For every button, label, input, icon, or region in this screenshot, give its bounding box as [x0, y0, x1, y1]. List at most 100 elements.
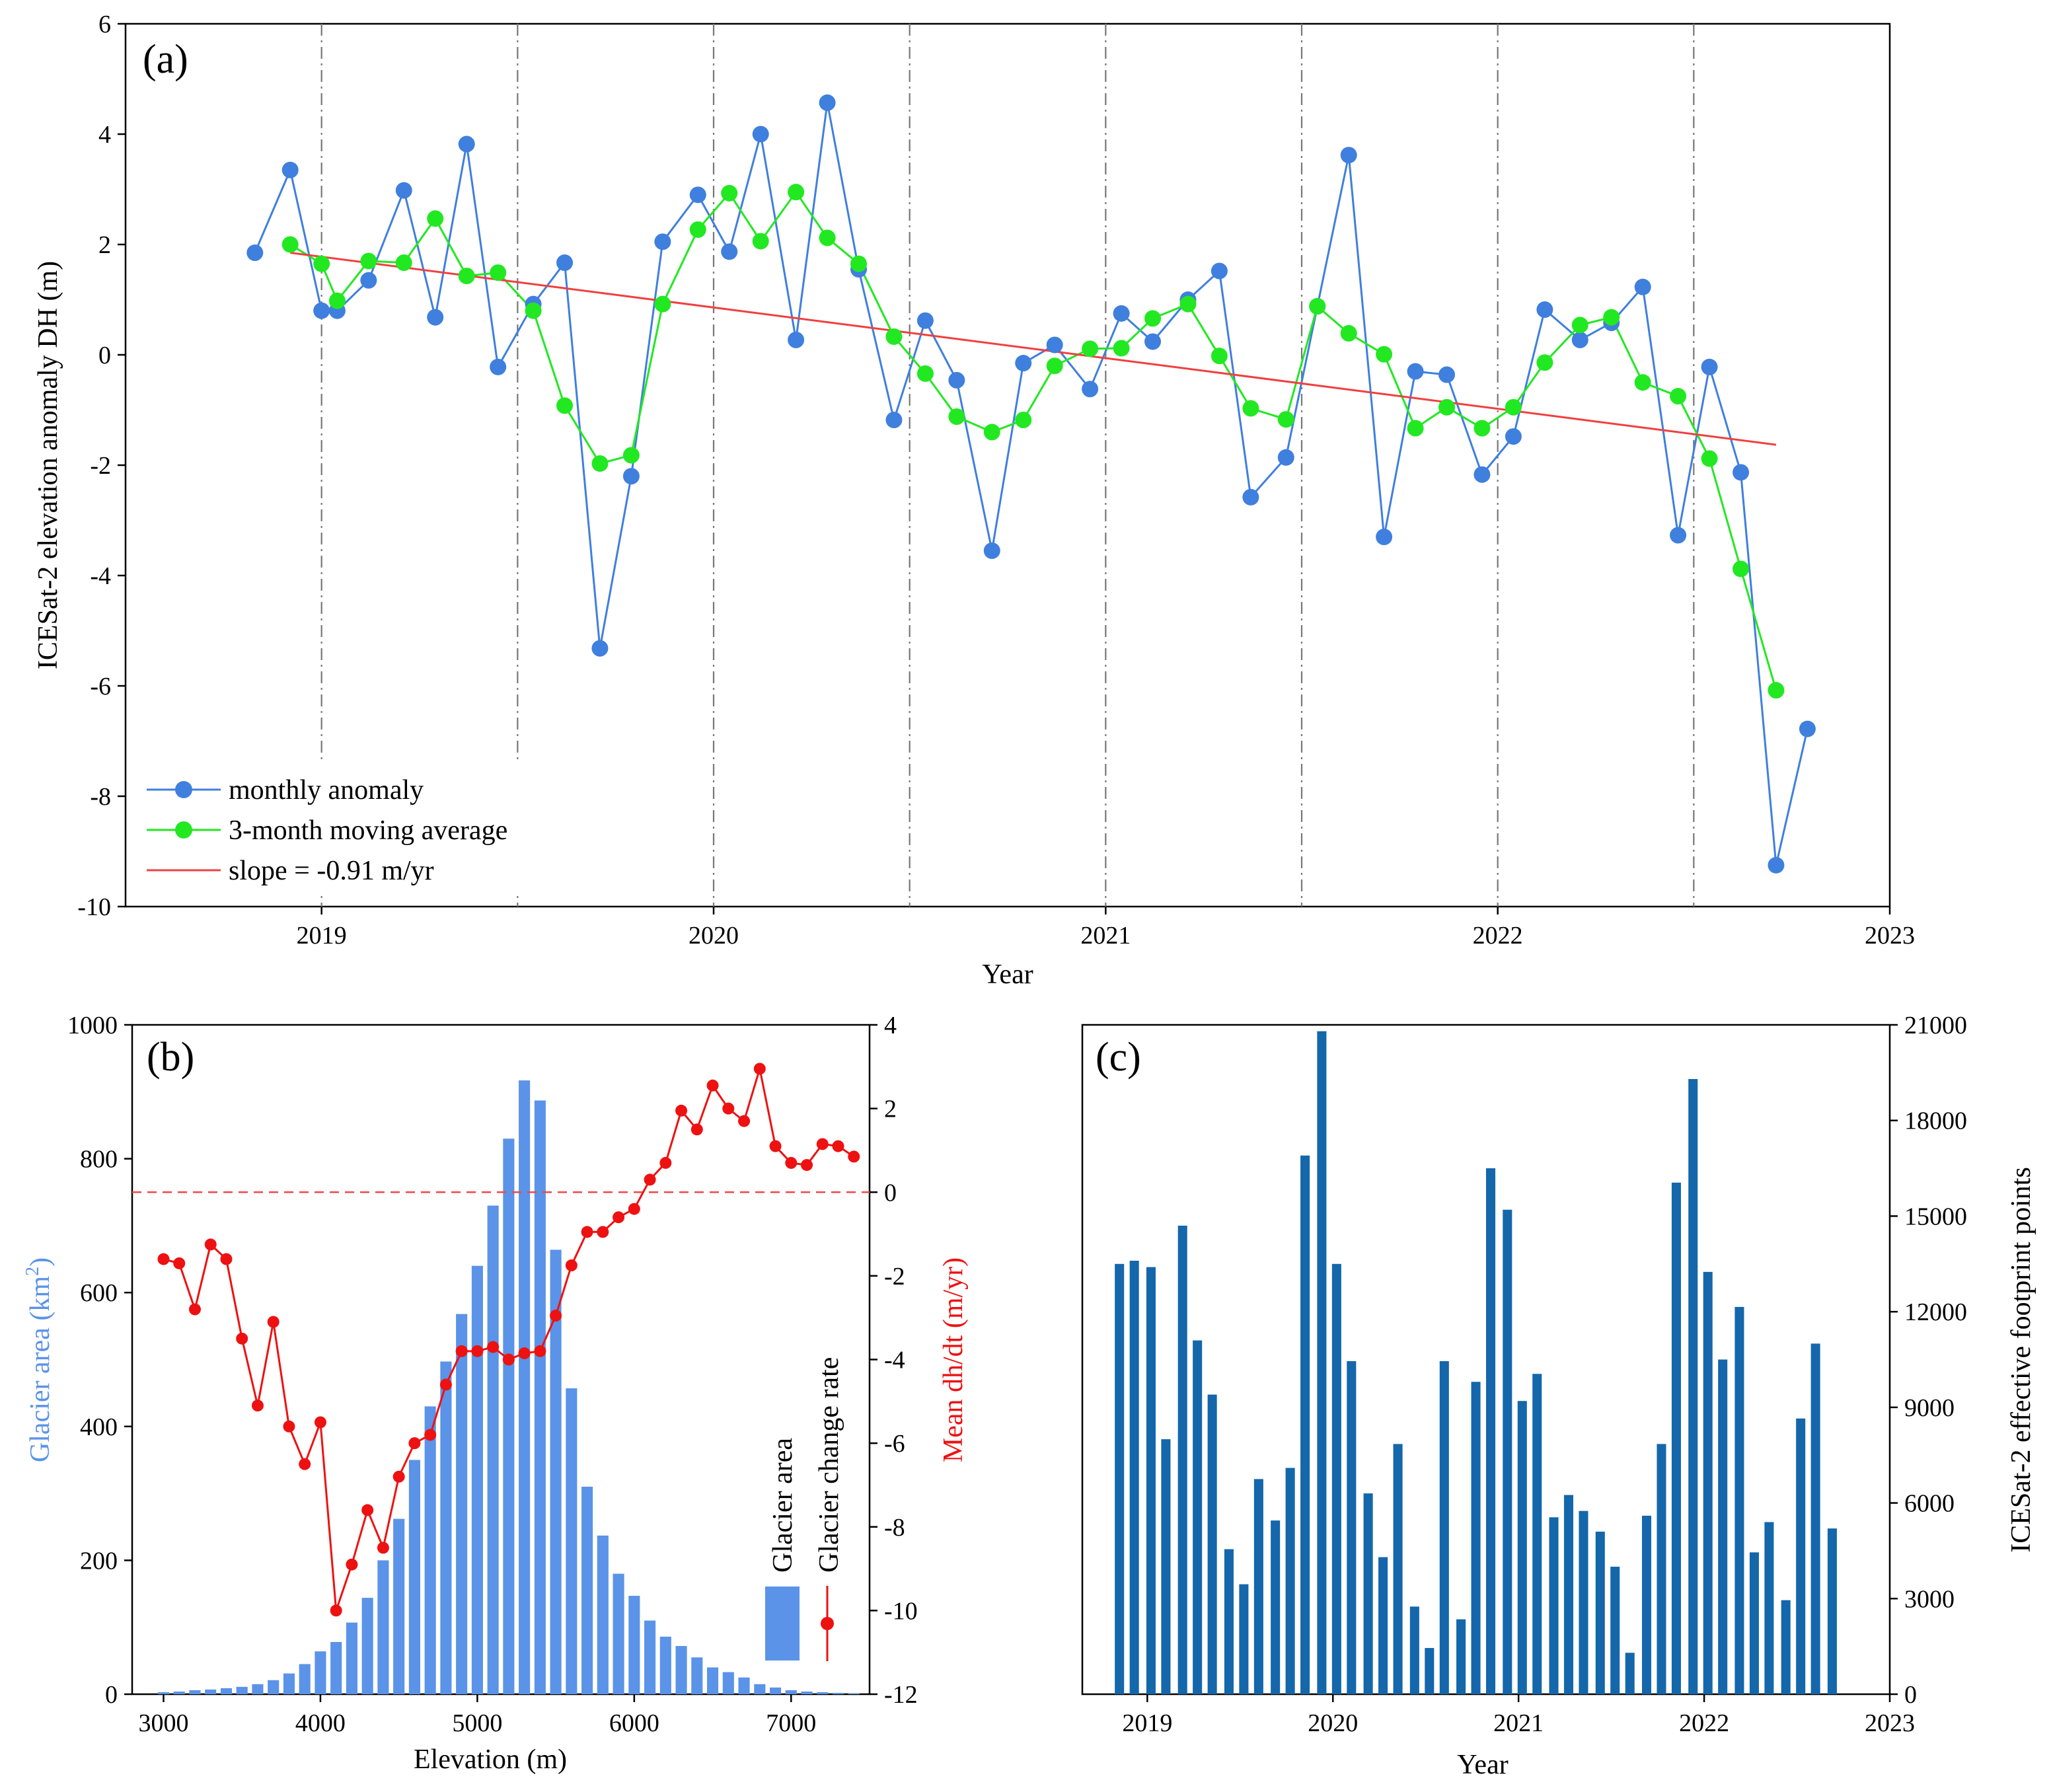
glacier-area-bar	[613, 1573, 624, 1694]
moving-average-point	[983, 424, 1000, 441]
footprint-bar	[1471, 1382, 1481, 1694]
panel-b: 0 200 400 600 800 1000 -12 -10 -8 -6 -4 -2 0 2 4 3000 40…	[22, 1012, 969, 1775]
left-y-tick-label-1: 200	[80, 1547, 118, 1575]
glacier-area-bar	[754, 1684, 766, 1694]
panel-b-ylabel-left-end: )	[25, 1257, 56, 1267]
monthly-anomaly-point	[1634, 278, 1651, 295]
change-rate-point	[565, 1259, 578, 1272]
footprint-bar	[1503, 1209, 1512, 1694]
panel-b-legend: Glacier area Glacier change rate	[765, 1357, 844, 1661]
change-rate-point	[644, 1174, 656, 1186]
monthly-anomaly-point	[1340, 147, 1357, 164]
monthly-anomaly-point	[819, 94, 836, 111]
x-tick-label-3: 2022	[1473, 922, 1523, 950]
change-rate-point	[377, 1542, 389, 1554]
glacier-area-bar	[440, 1361, 452, 1694]
change-rate-point	[518, 1347, 531, 1360]
panel-b-area-bars	[157, 1080, 860, 1694]
monthly-anomaly-point	[1799, 720, 1816, 737]
legend-label-moving-average: 3-month moving average	[229, 815, 507, 846]
legend-marker-monthly	[175, 781, 192, 798]
monthly-anomaly-point	[788, 331, 805, 348]
x-tick-label-1: 2020	[689, 922, 739, 950]
panel-b-ylabel-right: Mean dh/dt (m/yr)	[938, 1257, 969, 1462]
monthly-anomaly-point	[752, 126, 769, 143]
change-rate-point	[832, 1140, 844, 1152]
footprint-bar	[1517, 1401, 1527, 1694]
change-rate-point	[659, 1156, 672, 1169]
x-tick-label-0: 2019	[297, 922, 347, 950]
footprint-bar	[1641, 1515, 1652, 1694]
footprint-bar	[1734, 1306, 1744, 1694]
legend-marker-change-rate	[821, 1617, 834, 1630]
monthly-anomaly-point	[556, 254, 574, 272]
panel-c-ylabel: ICESat-2 effective footprint points	[2006, 1167, 2036, 1553]
footprint-bar	[1439, 1361, 1449, 1694]
glacier-area-bar	[534, 1100, 546, 1694]
panel-b-xlabel: Elevation (m)	[414, 1744, 567, 1775]
moving-average-point	[360, 252, 377, 270]
y-tick-label-1: 3000	[1904, 1585, 1955, 1613]
glacier-area-bar	[691, 1657, 703, 1694]
footprint-bar	[1456, 1619, 1466, 1694]
footprint-bar	[1331, 1263, 1341, 1694]
panel-a-xlabel: Year	[982, 959, 1033, 990]
change-rate-point	[346, 1558, 358, 1571]
change-rate-point	[236, 1332, 248, 1345]
moving-average-point	[1211, 348, 1228, 365]
glacier-area-bar	[173, 1691, 185, 1694]
legend-swatch-glacier-area	[765, 1587, 800, 1661]
glacier-area-bar	[566, 1388, 578, 1694]
footprint-bar	[1317, 1031, 1327, 1694]
footprint-bar	[1239, 1584, 1249, 1694]
change-rate-point	[173, 1257, 186, 1269]
monthly-anomaly-point	[1015, 355, 1032, 372]
glacier-area-bar	[550, 1250, 562, 1694]
y-tick-label-1: -8	[90, 783, 111, 811]
change-rate-point	[534, 1345, 546, 1357]
monthly-anomaly-point	[948, 371, 965, 389]
moving-average-point	[281, 236, 299, 253]
glacier-area-bar	[424, 1406, 436, 1694]
moving-average-point	[885, 328, 903, 345]
moving-average-point	[916, 365, 934, 382]
glacier-area-bar	[817, 1692, 829, 1694]
footprint-bar	[1409, 1606, 1419, 1694]
monthly-anomaly-point	[1144, 333, 1162, 350]
moving-average-point	[948, 408, 965, 426]
x-tick-label-4: 7000	[766, 1709, 816, 1737]
legend-label-slope: slope = -0.91 m/yr	[229, 856, 434, 886]
right-y-tick-label-0: -12	[884, 1681, 918, 1709]
change-rate-point	[439, 1378, 452, 1391]
monthly-anomaly-point	[1438, 366, 1456, 383]
monthly-anomaly-point	[427, 309, 444, 326]
monthly-anomaly-point	[885, 412, 903, 429]
footprint-bar	[1749, 1552, 1759, 1694]
monthly-anomaly-point	[1670, 527, 1687, 544]
panel-a-year-separators	[320, 24, 1695, 907]
monthly-anomaly-point	[1082, 381, 1099, 398]
panel-b-frame	[131, 1024, 871, 1696]
change-rate-point	[816, 1138, 829, 1150]
glacier-area-bar	[393, 1518, 405, 1694]
y-tick-label-7: 4	[98, 121, 111, 149]
panel-c-label: (c)	[1096, 1035, 1141, 1080]
glacier-area-bar	[236, 1686, 248, 1694]
moving-average-point	[427, 210, 444, 227]
change-rate-point	[204, 1238, 217, 1251]
monthly-anomaly-point	[1505, 428, 1522, 445]
footprint-bar	[1718, 1359, 1728, 1694]
change-rate-point	[581, 1226, 593, 1238]
moving-average-point	[1701, 450, 1718, 467]
glacier-area-bar	[503, 1139, 515, 1694]
change-rate-point	[220, 1253, 233, 1265]
right-y-tick-label-7: 2	[884, 1096, 897, 1123]
moving-average-point	[1733, 560, 1750, 578]
glacier-area-bar	[268, 1680, 280, 1694]
change-rate-point	[502, 1353, 515, 1366]
footprint-bar	[1549, 1517, 1559, 1694]
change-rate-point	[267, 1316, 280, 1328]
glacier-area-bar	[644, 1620, 656, 1694]
glacier-area-bar	[299, 1664, 311, 1694]
change-rate-point	[471, 1345, 484, 1357]
